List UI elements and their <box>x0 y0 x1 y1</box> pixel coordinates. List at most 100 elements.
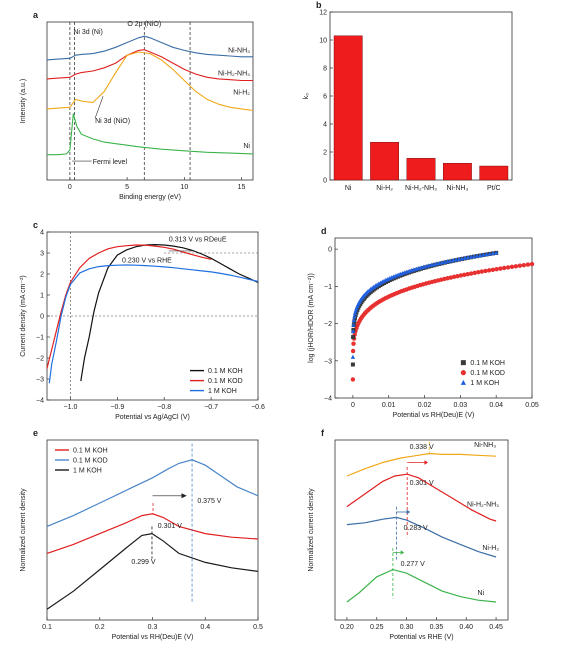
data-point <box>490 267 496 272</box>
data-point <box>472 270 477 276</box>
data-point <box>487 251 492 256</box>
annotation: 0.283 V <box>404 525 428 532</box>
data-point <box>448 275 454 280</box>
arrow-head <box>424 460 429 465</box>
data-point <box>494 266 499 272</box>
series-label: Ni-H₂ <box>233 89 250 96</box>
x-tick-label: 0.35 <box>430 624 444 631</box>
data-point <box>465 271 470 277</box>
plot-frame-d <box>334 237 533 399</box>
legend-label: 1 M KOH <box>208 388 237 395</box>
legend-label: 0.1 M KOD <box>470 370 505 377</box>
x-tick-label: 0.5 <box>253 624 263 631</box>
bar <box>333 35 363 181</box>
arrow-head <box>406 509 411 515</box>
x-tick-label: 0.04 <box>489 402 503 409</box>
panel-label-f: f <box>321 428 325 438</box>
data-point <box>483 268 488 274</box>
x-tick-label: 0.4 <box>200 624 210 631</box>
data-point <box>525 262 531 267</box>
annotation: Fermi level <box>93 159 128 166</box>
data-point <box>517 263 523 268</box>
legend-label: 0.1 M KOH <box>470 360 505 367</box>
x-tick-label: −0.6 <box>251 404 265 411</box>
annotation: 0.299 V <box>131 559 155 566</box>
series-label: Ni-H₂-NH₃ <box>467 502 499 509</box>
series-line <box>46 513 259 554</box>
legend-swatch <box>460 370 466 376</box>
annotation-arrow <box>94 96 104 119</box>
y-tick-label: 4 <box>40 230 44 237</box>
y-axis-label: log (jHOR/HDOR (mA cm⁻²)) <box>308 273 315 363</box>
legend-label: 0.1 M KOH <box>208 368 243 375</box>
annotation: 0.230 V vs RHE <box>122 257 172 264</box>
data-point <box>351 322 356 327</box>
x-axis-label: Binding energy (eV) <box>119 194 181 201</box>
x-tick-label: 15 <box>238 184 246 191</box>
y-tick-label: −4 <box>324 396 332 403</box>
data-point <box>493 250 499 255</box>
x-tick-label: 0.03 <box>454 402 468 409</box>
annotation: 0.301 V <box>410 480 434 487</box>
series-line <box>47 113 254 156</box>
panel-label-e: e <box>33 428 38 438</box>
panel-label-a: a <box>33 10 39 20</box>
data-point <box>471 254 477 259</box>
category-label: Ni-H₂-NH₃ <box>405 185 437 192</box>
panel-c: c −1.0 −0.9 −0.8 −0.7 −0.6 −4 −3 −2 −1 0 1 2 3 4 Potent… <box>20 220 265 421</box>
data-point <box>458 273 464 278</box>
y-tick-label: −1 <box>36 335 44 342</box>
data-point <box>477 253 483 258</box>
series-label: Ni-H₂-NH₃ <box>218 70 250 77</box>
y-axis-label: k₀ <box>303 93 310 100</box>
annotation: 0.301 V <box>158 523 182 530</box>
panel-label-c: c <box>33 220 38 230</box>
x-axis-label: Potential vs RHE (V) <box>389 634 453 641</box>
series-label: Ni-NH₃ <box>474 442 496 449</box>
y-tick-label: 2 <box>40 272 44 279</box>
data-point <box>354 305 359 311</box>
x-tick-label: 0.25 <box>370 624 384 631</box>
arrow-head <box>181 493 187 499</box>
annotation: 0.277 V <box>401 561 425 568</box>
data-point <box>350 354 356 359</box>
x-tick-label: 0.3 <box>148 624 158 631</box>
arrow-head <box>400 550 405 555</box>
data-point <box>498 266 503 271</box>
y-tick-label: −3 <box>36 377 44 384</box>
series-line <box>48 264 259 384</box>
x-tick-label: 0 <box>351 402 355 409</box>
x-tick-label: 0.20 <box>340 624 354 631</box>
series-line <box>346 473 497 522</box>
data-point <box>352 311 358 316</box>
data-point <box>490 250 496 256</box>
legend-label: 1 M KOH <box>470 380 499 387</box>
x-tick-label: 0.1 <box>42 624 52 631</box>
x-tick-label: 5 <box>125 184 129 191</box>
data-point <box>455 273 460 279</box>
data-point <box>481 252 486 257</box>
x-tick-label: 0.30 <box>400 624 414 631</box>
y-tick-label: −2 <box>36 356 44 363</box>
data-point <box>351 317 357 323</box>
legend-label: 0.1 M KOD <box>208 378 243 385</box>
data-point <box>373 283 378 288</box>
y-tick-label: 10 <box>319 38 327 45</box>
series-label: Ni-H₂ <box>482 545 499 552</box>
data-point <box>468 271 474 276</box>
legend-label: 0.1 M KOH <box>73 448 108 455</box>
data-point <box>486 268 492 273</box>
data-point <box>502 265 507 271</box>
x-tick-label: −1.0 <box>64 404 78 411</box>
x-tick-label: 0.01 <box>382 402 396 409</box>
x-axis-label: Potential vs RH(Deu)E (V) <box>112 634 194 641</box>
series-line <box>46 532 259 610</box>
x-tick-label: 0.02 <box>418 402 432 409</box>
series-label: Ni-NH₃ <box>228 47 250 54</box>
data-point <box>476 270 481 275</box>
plot-frame-f <box>334 439 509 621</box>
y-tick-label: 0 <box>328 247 332 254</box>
series-line <box>80 243 259 382</box>
series-line <box>346 516 497 558</box>
